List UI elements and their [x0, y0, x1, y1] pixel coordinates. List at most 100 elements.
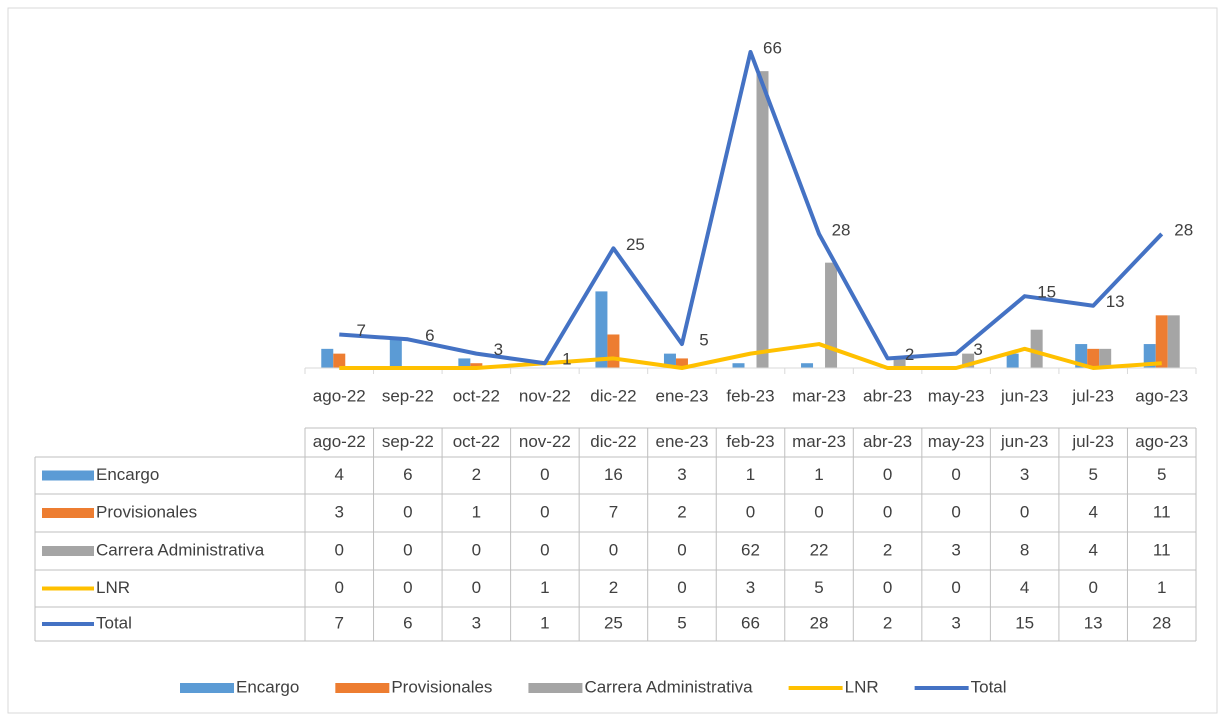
table-cell: 28 — [810, 613, 829, 632]
table-cell: 13 — [1084, 613, 1103, 632]
table-cell: 6 — [403, 465, 412, 484]
legend-label: Carrera Administrativa — [584, 677, 753, 696]
table-cell: 4 — [1088, 540, 1097, 559]
table-cell: 0 — [609, 540, 618, 559]
legend-key — [335, 683, 390, 693]
table-header: ago-22 — [313, 432, 366, 451]
x-tick-label: may-23 — [928, 386, 985, 405]
table-cell: 0 — [403, 540, 412, 559]
table-header: mar-23 — [792, 432, 846, 451]
table-cell: 0 — [403, 578, 412, 597]
line — [339, 50, 1164, 366]
table-cell: 0 — [540, 540, 549, 559]
table-cell: 62 — [741, 540, 760, 559]
bar — [389, 339, 402, 368]
bar — [732, 363, 745, 368]
table-cell: 8 — [1020, 540, 1029, 559]
data-label: 13 — [1106, 292, 1125, 311]
table-header: jul-23 — [1071, 432, 1114, 451]
table-cell: 1 — [540, 613, 549, 632]
table-cell: 0 — [472, 540, 481, 559]
table-header: abr-23 — [863, 432, 912, 451]
x-tick-label: ene-23 — [655, 386, 708, 405]
data-label: 5 — [699, 331, 708, 350]
bar — [321, 348, 334, 368]
bar — [470, 363, 483, 368]
x-tick-label: ago-23 — [1135, 386, 1188, 405]
data-label: 3 — [494, 340, 503, 359]
table-cell: 5 — [814, 578, 823, 597]
table-cell: 5 — [677, 613, 686, 632]
table-header: dic-22 — [590, 432, 636, 451]
data-label: 66 — [763, 38, 782, 57]
table-cell: 2 — [609, 578, 618, 597]
bar — [458, 358, 471, 368]
bar — [893, 358, 906, 368]
table-cell: 0 — [677, 540, 686, 559]
x-tick-label: jun-23 — [1000, 386, 1048, 405]
table-cell: 0 — [1088, 578, 1097, 597]
table-row-label: LNR — [96, 578, 130, 597]
x-tick-label: jul-23 — [1071, 386, 1114, 405]
data-label: 7 — [357, 321, 366, 340]
bar — [595, 291, 608, 368]
table-cell: 0 — [1020, 502, 1029, 521]
table-cell: 3 — [472, 613, 481, 632]
table-cell: 16 — [604, 465, 623, 484]
table-cell: 0 — [883, 578, 892, 597]
table-cell: 0 — [677, 578, 686, 597]
table-cell: 3 — [677, 465, 686, 484]
table-cell: 0 — [746, 502, 755, 521]
table-cell: 11 — [1153, 540, 1171, 559]
table-cell: 2 — [472, 465, 481, 484]
table-cell: 0 — [883, 465, 892, 484]
table-cell: 7 — [335, 613, 344, 632]
table-cell: 4 — [335, 465, 344, 484]
table-header: jun-23 — [1000, 432, 1048, 451]
x-tick-label: oct-22 — [453, 386, 500, 405]
table-cell: 1 — [746, 465, 755, 484]
x-tick-label: ago-22 — [313, 386, 366, 405]
table-row-label: Carrera Administrativa — [96, 540, 265, 559]
table-cell: 1 — [1157, 578, 1166, 597]
bar — [1030, 329, 1043, 368]
table-cell: 15 — [1015, 613, 1034, 632]
table-cell: 0 — [540, 465, 549, 484]
table-cell: 3 — [951, 613, 960, 632]
legend-label: Total — [971, 677, 1007, 696]
bar — [801, 363, 814, 368]
data-label: 2 — [905, 345, 914, 364]
table-cell: 2 — [677, 502, 686, 521]
x-tick-label: feb-23 — [726, 386, 774, 405]
table-cell: 0 — [472, 578, 481, 597]
table-cell: 2 — [883, 613, 892, 632]
legend-key — [180, 683, 234, 693]
table-cell: 0 — [951, 465, 960, 484]
bar — [1155, 315, 1168, 368]
table-cell: 1 — [540, 578, 549, 597]
table-cell: 4 — [1020, 578, 1029, 597]
table-cell: 0 — [335, 540, 344, 559]
table-cell: 1 — [814, 465, 823, 484]
table-cell: 5 — [1088, 465, 1097, 484]
table-cell: 4 — [1088, 502, 1097, 521]
table-cell: 22 — [810, 540, 829, 559]
table-row-label: Total — [96, 613, 132, 632]
data-label: 15 — [1037, 283, 1056, 302]
table-cell: 3 — [1020, 465, 1029, 484]
table-legend-key — [42, 508, 94, 518]
data-label: 3 — [973, 340, 982, 359]
bar — [1006, 353, 1019, 368]
table-legend-key — [42, 546, 94, 556]
table-header: oct-22 — [453, 432, 500, 451]
legend-label: Provisionales — [391, 677, 492, 696]
bar — [1167, 315, 1180, 368]
table-row-label: Encargo — [96, 465, 159, 484]
table-cell: 11 — [1153, 502, 1171, 521]
table-cell: 3 — [951, 540, 960, 559]
data-label: 1 — [562, 350, 571, 369]
legend-label: LNR — [845, 677, 879, 696]
table-cell: 0 — [403, 502, 412, 521]
legend-label: Encargo — [236, 677, 299, 696]
table-header: ene-23 — [655, 432, 708, 451]
